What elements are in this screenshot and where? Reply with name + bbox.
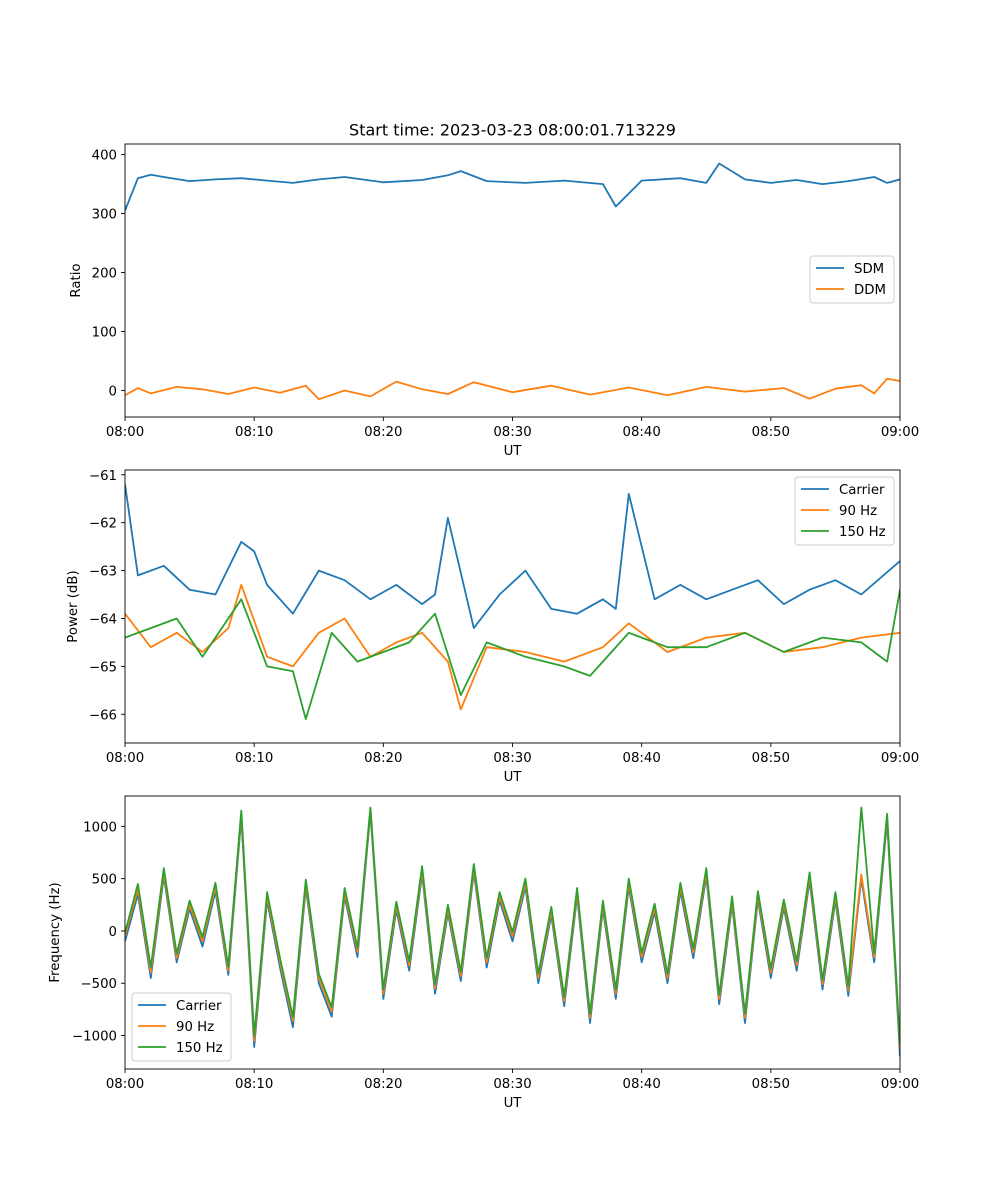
x-tick-label: 08:10: [235, 1077, 273, 1092]
y-tick-label: 400: [92, 149, 117, 164]
series-ddm-line: [125, 377, 900, 401]
series-150-hz-line: [125, 589, 900, 720]
plot-area: [125, 484, 900, 720]
legend-label-150-hz: 150 Hz: [839, 525, 886, 540]
x-tick-label: 08:00: [106, 1077, 144, 1092]
plot-area: [125, 162, 900, 401]
y-tick-label: −62: [89, 517, 117, 532]
x-tick-label: 08:10: [235, 425, 273, 440]
y-tick-label: 0: [109, 925, 117, 940]
y-tick-label: −63: [89, 565, 117, 580]
x-tick-label: 08:40: [623, 425, 661, 440]
y-tick-label: −66: [89, 708, 117, 723]
x-tick-label: 08:30: [493, 425, 531, 440]
y-tick-label: −500: [80, 977, 117, 992]
frequency-panel: 08:00 08:10 08:20 08:30 08:40 08:50 09:00 −1000…: [48, 795, 919, 1111]
legend: SDM DDM: [809, 255, 895, 304]
y-tick-label: 1000: [83, 820, 117, 835]
legend: Carrier 90 Hz 150 Hz: [794, 476, 895, 546]
series-carrier-line: [125, 811, 900, 1057]
x-tick-label: 08:20: [364, 425, 402, 440]
y-axis-label: Power (dB): [66, 570, 81, 642]
legend: Carrier 90 Hz 150 Hz: [131, 992, 232, 1062]
legend-label-ddm: DDM: [854, 283, 886, 298]
power-panel: 08:00 08:10 08:20 08:30 08:40 08:50 09:00 −66 −6…: [66, 469, 919, 785]
y-tick-label: −1000: [72, 1030, 117, 1045]
y-tick-label: 100: [92, 326, 117, 341]
x-tick-label: 09:00: [881, 425, 919, 440]
x-axis-label: UT: [504, 1096, 523, 1111]
y-tick-label: 200: [92, 267, 117, 282]
x-tick-label: 09:00: [881, 1077, 919, 1092]
legend-label-90-hz: 90 Hz: [176, 1020, 214, 1035]
x-tick-label: 08:20: [364, 751, 402, 766]
legend-label-sdm: SDM: [854, 262, 884, 277]
legend-label-carrier: Carrier: [839, 483, 885, 498]
x-tick-label: 08:30: [493, 1077, 531, 1092]
legend-label-90-hz: 90 Hz: [839, 504, 877, 519]
x-tick-label: 08:00: [106, 751, 144, 766]
x-tick-label: 09:00: [881, 751, 919, 766]
x-tick-label: 08:50: [752, 425, 790, 440]
x-tick-label: 08:30: [493, 751, 531, 766]
x-tick-label: 08:00: [106, 425, 144, 440]
x-tick-label: 08:10: [235, 751, 273, 766]
x-tick-label: 08:50: [752, 1077, 790, 1092]
y-tick-label: 0: [109, 384, 117, 399]
legend-label-150-hz: 150 Hz: [176, 1041, 223, 1056]
chart-title: Start time: 2023-03-23 08:00:01.713229: [349, 121, 676, 140]
x-tick-label: 08:40: [623, 1077, 661, 1092]
x-axis-label: UT: [504, 770, 523, 785]
legend-label-carrier: Carrier: [176, 999, 222, 1014]
x-tick-label: 08:40: [623, 751, 661, 766]
y-tick-label: −65: [89, 660, 117, 675]
y-tick-label: −64: [89, 612, 117, 627]
y-axis-label: Frequency (Hz): [48, 882, 63, 982]
legend-box: [794, 476, 895, 546]
series-carrier-line: [125, 484, 900, 629]
x-axis-label: UT: [504, 444, 523, 459]
plot-area: [125, 806, 900, 1057]
x-tick-label: 08:20: [364, 1077, 402, 1092]
legend-box: [131, 992, 232, 1062]
y-tick-label: −61: [89, 469, 117, 484]
ratio-panel: 08:00 08:10 08:20 08:30 08:40 08:50 09:00 0 100 2…: [69, 143, 919, 459]
x-tick-label: 08:50: [752, 751, 790, 766]
series-90-hz-line: [125, 808, 900, 1050]
series-150-hz-line: [125, 806, 900, 1044]
series-sdm-line: [125, 162, 900, 211]
y-tick-label: 300: [92, 208, 117, 223]
y-axis-label: Ratio: [69, 263, 84, 297]
y-tick-label: 500: [92, 873, 117, 888]
